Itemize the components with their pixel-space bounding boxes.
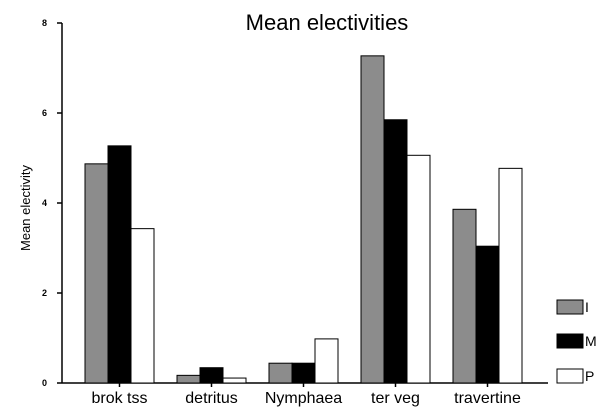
bar-P-brok-tss	[131, 229, 154, 383]
bar-I-detritus	[177, 375, 200, 383]
bar-I-ter-veg	[361, 56, 384, 383]
legend-swatch-P	[557, 369, 583, 383]
y-tick-label: 8	[42, 18, 47, 28]
x-tick-label: ter veg	[371, 390, 420, 407]
legend: I M P	[557, 299, 597, 384]
bar-M-travertine	[476, 246, 499, 383]
y-tick-label: 6	[42, 108, 47, 118]
legend-label: P	[585, 368, 594, 384]
bar-P-ter-veg	[407, 155, 430, 383]
bar-P-detritus	[223, 378, 246, 383]
bar-P-travertine	[499, 168, 522, 383]
x-tick-label: Nymphaea	[265, 390, 342, 407]
y-axis-label: Mean electivity	[18, 165, 33, 251]
bar-I-brok-tss	[85, 164, 108, 383]
x-tick-label: brok tss	[91, 390, 147, 407]
bars	[85, 56, 522, 383]
bar-P-nymphaea	[315, 339, 338, 383]
y-tick-label: 2	[42, 288, 47, 298]
y-tick-label: 0	[42, 378, 47, 388]
y-tick-label: 4	[42, 198, 47, 208]
legend-swatch-I	[557, 300, 583, 314]
x-tick-label: detritus	[185, 390, 237, 407]
legend-swatch-M	[557, 334, 583, 348]
bar-I-nymphaea	[269, 363, 292, 383]
bar-M-ter-veg	[384, 120, 407, 383]
y-ticks: 0 2 4 6 8	[42, 18, 62, 388]
bar-M-detritus	[200, 368, 223, 383]
bar-M-brok-tss	[108, 146, 131, 383]
legend-label: I	[585, 299, 589, 315]
bar-M-nymphaea	[292, 363, 315, 383]
bar-I-travertine	[453, 209, 476, 383]
legend-label: M	[585, 333, 597, 349]
chart-title: Mean electivities	[246, 10, 409, 35]
x-ticks: brok tss detritus Nymphaea ter veg travertin…	[91, 383, 520, 407]
x-tick-label: travertine	[454, 390, 521, 407]
